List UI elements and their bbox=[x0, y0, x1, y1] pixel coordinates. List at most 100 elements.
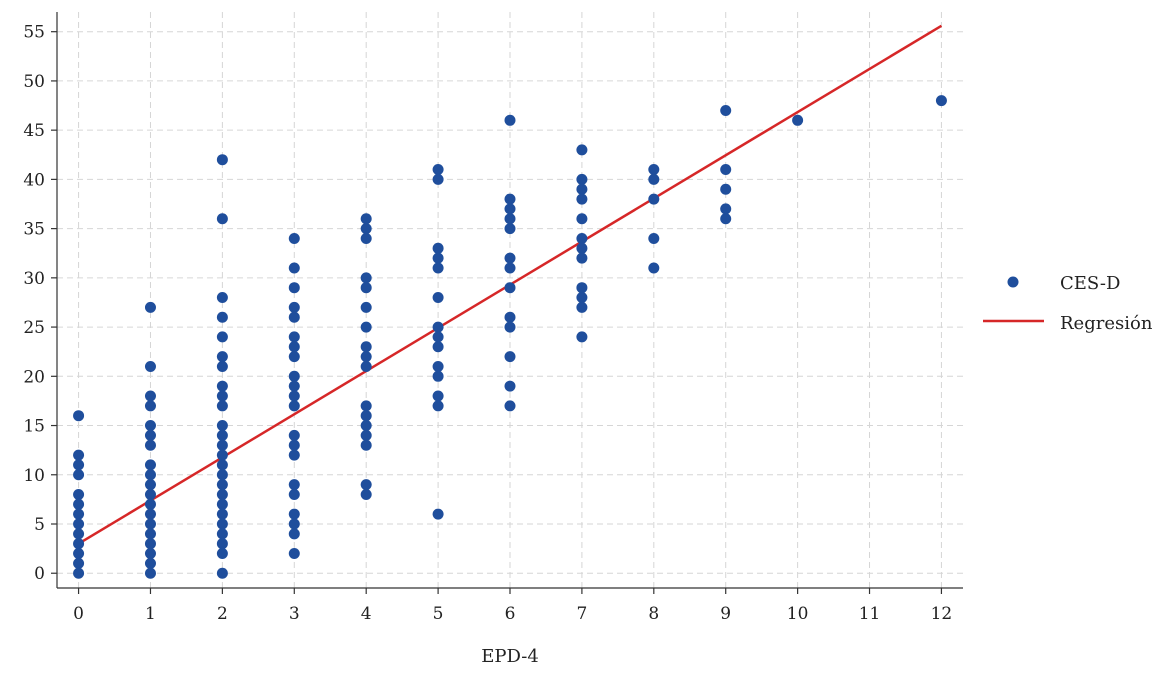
points-layer bbox=[73, 95, 947, 579]
data-point bbox=[432, 390, 444, 402]
x-tick-label: 9 bbox=[720, 604, 731, 624]
data-point bbox=[720, 213, 732, 225]
data-point bbox=[216, 311, 228, 323]
x-tick-label: 7 bbox=[576, 604, 587, 624]
data-point bbox=[360, 341, 372, 353]
data-point bbox=[504, 203, 516, 215]
data-point bbox=[504, 380, 516, 392]
data-point bbox=[288, 331, 300, 343]
data-point bbox=[720, 164, 732, 176]
data-point bbox=[216, 331, 228, 343]
y-tick-label: 10 bbox=[23, 466, 45, 486]
data-point bbox=[144, 528, 156, 540]
data-point bbox=[216, 488, 228, 500]
data-point bbox=[504, 400, 516, 412]
data-point bbox=[504, 321, 516, 333]
data-point bbox=[576, 252, 588, 264]
data-point bbox=[360, 479, 372, 491]
legend-marker-ces-d bbox=[1007, 276, 1019, 288]
data-point bbox=[432, 341, 444, 353]
data-point bbox=[144, 429, 156, 441]
x-tick-label: 8 bbox=[648, 604, 659, 624]
data-point bbox=[648, 262, 660, 274]
data-point bbox=[576, 213, 588, 225]
data-point bbox=[360, 321, 372, 333]
data-point bbox=[648, 193, 660, 205]
data-point bbox=[73, 469, 85, 481]
data-point bbox=[144, 518, 156, 530]
data-point bbox=[432, 370, 444, 382]
data-point bbox=[432, 252, 444, 264]
y-tick-label: 40 bbox=[23, 170, 45, 190]
data-point bbox=[576, 183, 588, 195]
data-point bbox=[576, 301, 588, 313]
data-point bbox=[216, 380, 228, 392]
data-point bbox=[288, 439, 300, 451]
data-point bbox=[216, 351, 228, 363]
data-point bbox=[216, 538, 228, 550]
data-point bbox=[288, 518, 300, 530]
data-point bbox=[144, 400, 156, 412]
data-point bbox=[288, 262, 300, 274]
x-tick-label: 10 bbox=[787, 604, 809, 624]
data-point bbox=[73, 538, 85, 550]
y-tick-label: 55 bbox=[23, 23, 45, 43]
data-point bbox=[648, 232, 660, 244]
x-tick-label: 12 bbox=[931, 604, 953, 624]
data-point bbox=[73, 498, 85, 510]
data-point bbox=[432, 164, 444, 176]
data-point bbox=[73, 518, 85, 530]
data-point bbox=[73, 459, 85, 471]
data-point bbox=[216, 518, 228, 530]
y-tick-label: 15 bbox=[23, 417, 45, 437]
data-point bbox=[216, 154, 228, 166]
data-point bbox=[144, 548, 156, 560]
data-point bbox=[504, 252, 516, 264]
data-point bbox=[288, 479, 300, 491]
data-point bbox=[73, 449, 85, 461]
data-point bbox=[360, 400, 372, 412]
data-point bbox=[144, 488, 156, 500]
data-point bbox=[144, 498, 156, 510]
data-point bbox=[288, 548, 300, 560]
data-point bbox=[432, 321, 444, 333]
y-tick-label: 0 bbox=[34, 564, 45, 584]
data-point bbox=[288, 311, 300, 323]
data-point bbox=[216, 528, 228, 540]
data-point bbox=[216, 429, 228, 441]
data-point bbox=[504, 193, 516, 205]
data-point bbox=[720, 183, 732, 195]
legend-label-ces-d: CES-D bbox=[1060, 273, 1120, 294]
data-point bbox=[360, 213, 372, 225]
data-point bbox=[576, 193, 588, 205]
x-tick-label: 6 bbox=[505, 604, 516, 624]
data-point bbox=[73, 567, 85, 579]
x-tick-label: 1 bbox=[145, 604, 156, 624]
legend-label-regresion: Regresión bbox=[1060, 313, 1153, 334]
data-point bbox=[648, 173, 660, 185]
x-tick-label: 3 bbox=[289, 604, 300, 624]
data-point bbox=[73, 410, 85, 422]
data-point bbox=[576, 242, 588, 254]
data-point bbox=[360, 351, 372, 363]
data-point bbox=[144, 538, 156, 550]
data-point bbox=[576, 144, 588, 156]
data-point bbox=[576, 331, 588, 343]
data-point bbox=[144, 360, 156, 372]
y-tick-label: 50 bbox=[23, 72, 45, 92]
data-point bbox=[720, 203, 732, 215]
data-point bbox=[288, 380, 300, 392]
data-point bbox=[360, 429, 372, 441]
data-point bbox=[216, 360, 228, 372]
x-tick-label: 4 bbox=[361, 604, 372, 624]
data-point bbox=[360, 360, 372, 372]
y-tick-label: 35 bbox=[23, 220, 45, 240]
data-point bbox=[216, 292, 228, 304]
data-point bbox=[73, 548, 85, 560]
data-point bbox=[360, 301, 372, 313]
data-point bbox=[288, 528, 300, 540]
x-axis-title: EPD-4 bbox=[481, 646, 539, 667]
data-point bbox=[432, 173, 444, 185]
data-point bbox=[288, 370, 300, 382]
data-point bbox=[360, 439, 372, 451]
